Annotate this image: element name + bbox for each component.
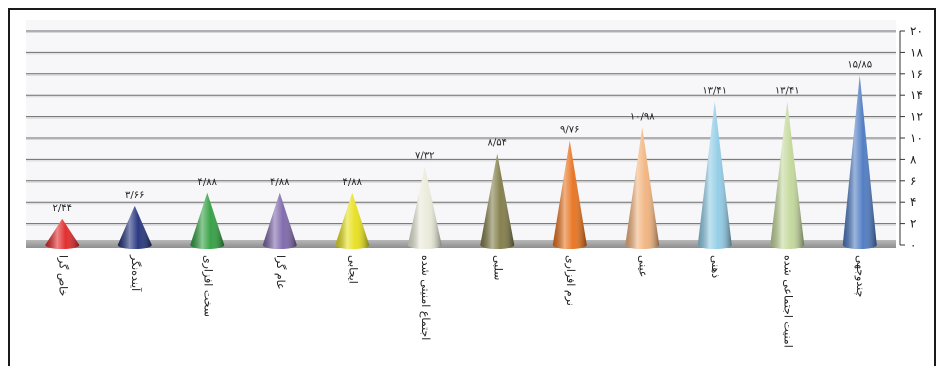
data-label: ۱۳/۴۱ xyxy=(775,86,800,97)
category-label: خاص گرا xyxy=(56,255,69,296)
gridlines xyxy=(26,30,896,226)
category-label: نرم افزاری xyxy=(564,255,577,306)
category-label: آینده‌نگر xyxy=(129,254,143,292)
data-label: ۲/۴۴ xyxy=(53,203,72,214)
data-label: ۱۳/۴۱ xyxy=(702,86,727,97)
data-label: ۸/۵۴ xyxy=(488,138,507,149)
cone-shading xyxy=(190,192,225,249)
cones xyxy=(45,75,877,249)
category-label: ذهنی xyxy=(709,255,722,278)
y-tick-label: ۰ xyxy=(910,238,916,252)
y-tick-label: ۲ xyxy=(910,217,916,231)
category-label: اجتماع امنیتی شده xyxy=(419,255,432,340)
category-label: عام گرا xyxy=(274,255,287,290)
y-tick-label: ۴ xyxy=(910,195,916,209)
value-labels: ۲/۴۴ ۳/۶۶ ۴/۸۸ ۴/۸۸ ۴/۸۸ ۷/۳۲ ۸/۵۴ ۹/۷۶ ۱۰/۹۸ ۱۳/… xyxy=(53,59,873,213)
plot-area-background xyxy=(26,20,896,248)
y-tick-label: ۱۶ xyxy=(910,67,923,81)
cone-bar xyxy=(335,192,370,249)
cone-shading xyxy=(407,166,442,249)
cone-shading xyxy=(45,218,80,249)
cone-shading xyxy=(842,75,877,249)
cone-shading xyxy=(335,192,370,249)
cone-bar xyxy=(262,192,297,249)
cone-shading xyxy=(552,140,587,249)
category-labels: خاص گرا آینده‌نگر سخت افزاری عام گرا ایجابی ا… xyxy=(56,254,867,348)
data-label: ۱۰/۹۸ xyxy=(630,112,655,123)
data-label: ۴/۸۸ xyxy=(343,177,363,188)
chart-floor xyxy=(26,240,896,248)
cone-bar xyxy=(407,166,442,249)
cone-shading xyxy=(480,153,515,249)
y-tick-label: ۱۴ xyxy=(910,88,923,102)
category-label: چندوجهی xyxy=(854,255,867,297)
category-label: ایجابی xyxy=(346,255,359,284)
y-tick-label: ۱۰ xyxy=(910,131,923,145)
y-tick-label: ۶ xyxy=(910,174,916,188)
data-label: ۹/۷۶ xyxy=(560,125,579,136)
y-axis: ۰ ۲ ۴ ۶ ۸ ۱۰ ۱۲ ۱۴ ۱۶ ۱۸ ۲۰ xyxy=(899,24,923,252)
category-label: عینی xyxy=(636,255,649,277)
data-label: ۴/۸۸ xyxy=(270,177,290,188)
cone-bar xyxy=(45,218,80,249)
cone-bar xyxy=(117,205,152,249)
cone-bar xyxy=(697,101,732,249)
data-label: ۴/۸۸ xyxy=(198,177,218,188)
y-tick-label: ۱۲ xyxy=(910,110,923,124)
cone-shading xyxy=(697,101,732,249)
data-label: ۷/۳۲ xyxy=(415,151,434,162)
y-tick-label: ۲۰ xyxy=(910,24,923,38)
cone-bar xyxy=(480,153,515,249)
cone-bar xyxy=(842,75,877,249)
y-tick-label: ۱۸ xyxy=(910,45,923,59)
cone-shading xyxy=(117,205,152,249)
cone-shading xyxy=(262,192,297,249)
category-label: سخت افزاری xyxy=(201,255,214,317)
y-tick-label: ۸ xyxy=(910,152,917,166)
cone-shading xyxy=(770,101,805,249)
cone-bar xyxy=(552,140,587,249)
cone-bar xyxy=(625,127,660,249)
data-label: ۳/۶۶ xyxy=(125,190,144,201)
cone-shading xyxy=(625,127,660,249)
category-label: سلبی xyxy=(491,255,504,280)
category-label: امنیت اجتماعی شده xyxy=(781,255,794,348)
cone-bar xyxy=(190,192,225,249)
cone-bar xyxy=(770,101,805,249)
data-label: ۱۵/۸۵ xyxy=(847,59,872,70)
